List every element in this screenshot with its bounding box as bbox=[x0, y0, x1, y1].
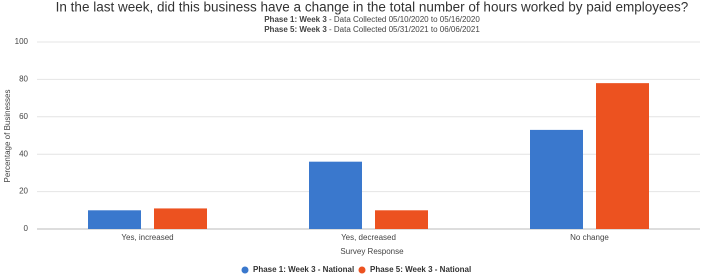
y-tick-label: 20 bbox=[19, 187, 28, 196]
x-tick-label: No change bbox=[570, 233, 609, 242]
y-tick-label: 100 bbox=[15, 37, 29, 46]
bar bbox=[309, 161, 362, 229]
bar bbox=[530, 129, 583, 229]
subtitle: Phase 1: Week 3 - Data Collected 05/10/2… bbox=[264, 15, 480, 24]
legend-label: Phase 5: Week 3 - National bbox=[370, 265, 471, 274]
x-axis-title: Survey Response bbox=[340, 247, 404, 256]
subtitle-bold: Phase 5: Week 3 bbox=[264, 25, 327, 34]
legend-marker bbox=[358, 266, 366, 274]
bar bbox=[596, 83, 649, 229]
y-axis-title: Percentage of Businesses bbox=[3, 90, 12, 183]
bar bbox=[154, 208, 207, 229]
y-tick-label: 80 bbox=[19, 75, 28, 84]
bar bbox=[375, 210, 428, 229]
x-tick-label: Yes, decreased bbox=[341, 233, 396, 242]
y-tick-label: 60 bbox=[19, 112, 28, 121]
subtitle-bold: Phase 1: Week 3 bbox=[264, 15, 327, 24]
subtitle-text: - Data Collected 05/31/2021 to 06/06/202… bbox=[327, 25, 481, 34]
y-tick-label: 40 bbox=[19, 149, 28, 158]
legend-label: Phase 1: Week 3 - National bbox=[253, 265, 354, 274]
subtitle: Phase 5: Week 3 - Data Collected 05/31/2… bbox=[264, 25, 480, 34]
subtitle-text: - Data Collected 05/10/2020 to 05/16/202… bbox=[327, 15, 481, 24]
legend-marker bbox=[241, 266, 249, 274]
y-tick-label: 0 bbox=[24, 224, 29, 233]
bar bbox=[88, 210, 141, 229]
chart-title: In the last week, did this business have… bbox=[56, 0, 689, 15]
x-tick-label: Yes, increased bbox=[121, 233, 173, 242]
